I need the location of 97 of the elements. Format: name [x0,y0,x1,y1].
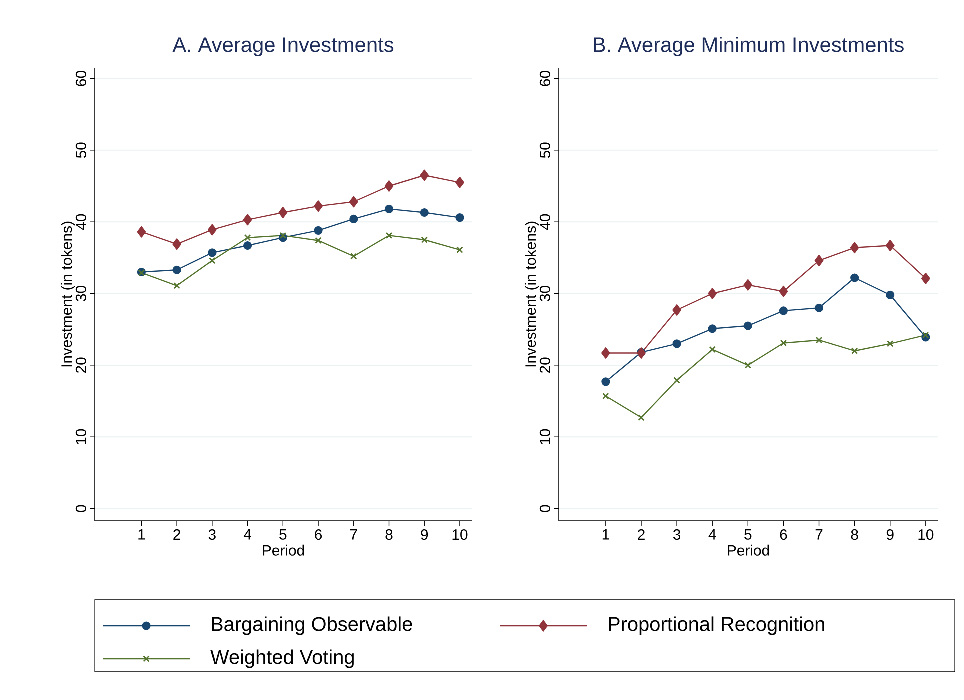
point [814,304,824,312]
point [384,204,394,214]
y-tick-label: 30 [540,286,550,302]
point [244,241,252,250]
point [886,240,895,252]
point [421,236,428,244]
x-tick-label: 4 [708,530,716,540]
x-tick-label: 10 [452,530,468,540]
point [244,234,252,242]
x-tick-label: 5 [744,530,752,540]
point [851,348,858,354]
point [314,200,323,212]
point [850,242,860,254]
x-tick-label: 10 [918,530,934,540]
point [708,288,718,300]
point [386,232,393,240]
point [420,208,429,218]
x-tick-label: 1 [138,530,146,540]
y-tick-label: 60 [540,71,550,86]
x-tick-label: 7 [350,530,358,540]
y-tick-label: 30 [76,286,86,302]
point [314,226,323,235]
y-tick-label: 10 [540,429,550,444]
x-tick-label: 8 [386,530,393,540]
x-tick-label: 9 [886,530,894,540]
x-tick-label: 4 [244,530,252,540]
point [672,340,682,348]
point [779,306,788,316]
point [137,226,146,238]
y-tick-label: 40 [540,214,550,230]
y-tick-label: 20 [76,358,86,374]
point [744,362,752,369]
point [638,414,645,422]
y-tick-label: 10 [76,429,86,444]
point [209,257,216,264]
point [672,304,682,316]
point [278,207,288,218]
point [602,392,610,400]
x-tick-label: 9 [421,530,428,540]
legend-label: Weighted Voting [210,650,354,668]
x-tick-label: 6 [315,530,322,540]
x-tick-label: 2 [638,530,645,540]
x-axis-title: Period [728,544,770,556]
point [921,273,930,284]
y-tick-label: 0 [540,505,550,512]
point [850,274,860,282]
point [315,237,322,244]
point [779,286,788,298]
x-axis-title: Period [263,544,304,556]
legend-label: Bargaining Observable [212,616,412,636]
point [456,246,464,254]
point [886,340,894,348]
chart-title: A. Average Investments [172,38,394,56]
y-axis-title: Investment (in tokens) [525,222,540,367]
point [708,324,717,334]
point [350,253,358,260]
point [349,196,358,208]
point [602,378,610,386]
point [744,279,753,291]
point [814,255,824,266]
x-tick-label: 2 [174,530,180,540]
x-tick-label: 1 [602,530,610,540]
y-tick-label: 60 [76,71,86,86]
point [420,170,430,182]
point [384,180,394,192]
legend-label: Proportional Recognition [609,616,824,636]
point [172,266,182,274]
point [456,176,464,188]
point [744,322,752,330]
x-tick-label: 6 [780,530,788,540]
x-tick-label: 7 [816,530,823,540]
point [208,248,217,258]
y-tick-label: 40 [76,214,86,230]
point [350,214,358,224]
point [456,213,464,222]
x-tick-label: 5 [280,530,287,540]
point [280,232,287,240]
point [922,332,930,339]
x-tick-label: 8 [851,530,858,540]
point [602,348,610,359]
point [780,340,788,347]
point [816,336,823,344]
point [208,224,217,236]
point [243,214,252,226]
x-tick-label: 3 [208,530,216,540]
point [172,238,182,250]
y-axis-title: Investment (in tokens) [61,222,76,367]
point [174,282,180,290]
x-tick-label: 3 [673,530,681,540]
y-tick-label: 0 [76,505,86,512]
y-tick-label: 20 [540,358,550,374]
y-tick-label: 50 [76,142,86,158]
point [674,377,680,384]
chart-title: B. Average Minimum Investments [594,36,904,56]
point [886,290,895,300]
y-tick-label: 50 [540,142,550,158]
point [709,346,716,354]
